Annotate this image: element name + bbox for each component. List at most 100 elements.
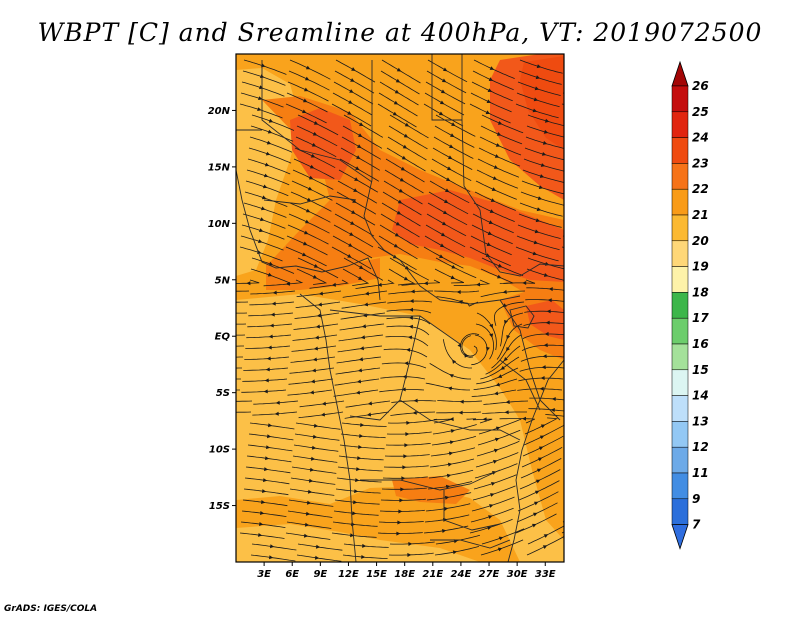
streamline-arrowhead (309, 390, 314, 395)
streamline-arrowhead (397, 199, 403, 204)
streamline-arrowhead (546, 309, 551, 314)
streamline-arrowhead (496, 132, 502, 136)
streamline-arrowhead (404, 443, 409, 448)
colorbar-segment (671, 137, 689, 164)
streamline (572, 280, 588, 283)
streamline-arrowhead (445, 188, 450, 193)
streamline-arrowhead (265, 456, 270, 461)
streamline-arrowhead (311, 445, 317, 450)
lon-tick-label: 30E (507, 569, 528, 580)
streamline-arrowhead (303, 241, 308, 246)
streamline-arrowhead (488, 220, 494, 224)
streamline (574, 258, 618, 264)
streamline-arrowhead (305, 511, 311, 516)
streamline-arrowhead (583, 456, 588, 460)
streamline-arrowhead (227, 289, 231, 293)
coastline-gulf-of-guinea (299, 293, 357, 562)
streamline-arrowhead (536, 468, 542, 473)
streamline-arrowhead (401, 155, 407, 160)
streamline-arrowhead (489, 504, 494, 508)
streamline (563, 82, 564, 83)
streamline-arrowhead (542, 354, 547, 359)
streamline-arrowhead (445, 484, 451, 489)
colorbar-level-label: 17 (692, 311, 709, 325)
streamline-arrowhead (482, 417, 487, 422)
streamline-arrowhead (401, 476, 406, 481)
colorbar-segment (671, 472, 689, 500)
colorbar-segment (671, 188, 689, 216)
streamline-arrowhead (490, 198, 496, 202)
streamline-arrowhead (584, 205, 588, 209)
streamline-arrowhead (441, 232, 446, 237)
streamline-arrowhead (488, 77, 494, 81)
streamline (573, 532, 611, 555)
streamline-arrowhead (485, 253, 491, 257)
streamline-arrowhead (447, 462, 453, 467)
streamline-arrowhead (539, 386, 544, 391)
streamline-arrowhead (443, 67, 448, 72)
streamline-arrowhead (476, 282, 481, 287)
streamline-arrowhead (314, 555, 320, 560)
streamline-arrowhead (443, 210, 448, 215)
streamline (236, 400, 253, 402)
colorbar-level-label: 26 (692, 79, 709, 93)
colorbar-level-label: 18 (692, 285, 709, 299)
streamline-arrowhead (451, 122, 456, 126)
streamline-arrowhead (312, 274, 318, 279)
colorbar-level-label: 16 (692, 337, 709, 351)
streamline-arrowhead (285, 281, 291, 286)
streamline-arrowhead (410, 289, 415, 294)
streamline-arrowhead (582, 467, 587, 471)
streamline-arrowhead (394, 89, 400, 94)
streamline-arrowhead (409, 307, 413, 312)
streamline-arrowhead (486, 242, 492, 246)
streamline-arrowhead (449, 440, 455, 445)
border-1 (261, 60, 373, 183)
streamline-arrowhead (535, 479, 541, 484)
streamline-arrowhead (258, 96, 263, 100)
streamline-arrowhead (497, 374, 503, 378)
streamline-arrowhead (260, 217, 265, 222)
streamline-arrowhead (535, 75, 541, 80)
streamline-arrowhead (310, 153, 316, 158)
streamline-arrowhead (408, 324, 413, 329)
streamline (568, 444, 607, 467)
streamline-arrowhead (262, 489, 267, 493)
streamline-arrowhead (351, 67, 356, 71)
streamline-arrowhead (356, 467, 361, 472)
streamline-arrowhead (266, 356, 271, 361)
streamline (570, 159, 614, 165)
streamline (567, 192, 611, 199)
streamline-arrowhead (407, 553, 412, 557)
streamline-arrowhead (402, 465, 407, 470)
streamline (574, 521, 612, 544)
streamline-arrowhead (361, 555, 366, 559)
streamline-arrowhead (580, 489, 584, 493)
streamline-arrowhead (591, 270, 595, 274)
streamline-arrowhead (578, 511, 583, 515)
colorbar-segment (671, 85, 689, 113)
colorbar-segment (671, 421, 689, 448)
streamline-arrowhead (586, 423, 590, 427)
streamline-arrowhead (404, 361, 409, 366)
streamline-arrowhead (358, 133, 363, 137)
streamline-arrowhead (583, 73, 587, 77)
streamline-arrowhead (358, 357, 363, 362)
streamline (574, 115, 618, 121)
streamline-arrowhead (359, 434, 364, 438)
streamline-arrowhead (407, 335, 413, 340)
streamline-arrowhead (306, 500, 312, 505)
streamline-arrowhead (268, 118, 274, 123)
streamline-arrowhead (495, 143, 501, 147)
streamline (562, 92, 564, 94)
streamline-arrowhead (449, 417, 454, 422)
streamline-arrowhead (493, 459, 498, 464)
streamline-arrowhead (548, 287, 553, 292)
streamline-arrowhead (412, 410, 417, 415)
colorbar-level-label: 22 (692, 182, 709, 196)
streamline-arrowhead (348, 243, 353, 247)
streamline-arrowhead (533, 512, 538, 517)
streamline-arrowhead (591, 127, 595, 131)
lon-tick-label: 15E (366, 569, 387, 580)
streamline-arrowhead (264, 467, 269, 472)
